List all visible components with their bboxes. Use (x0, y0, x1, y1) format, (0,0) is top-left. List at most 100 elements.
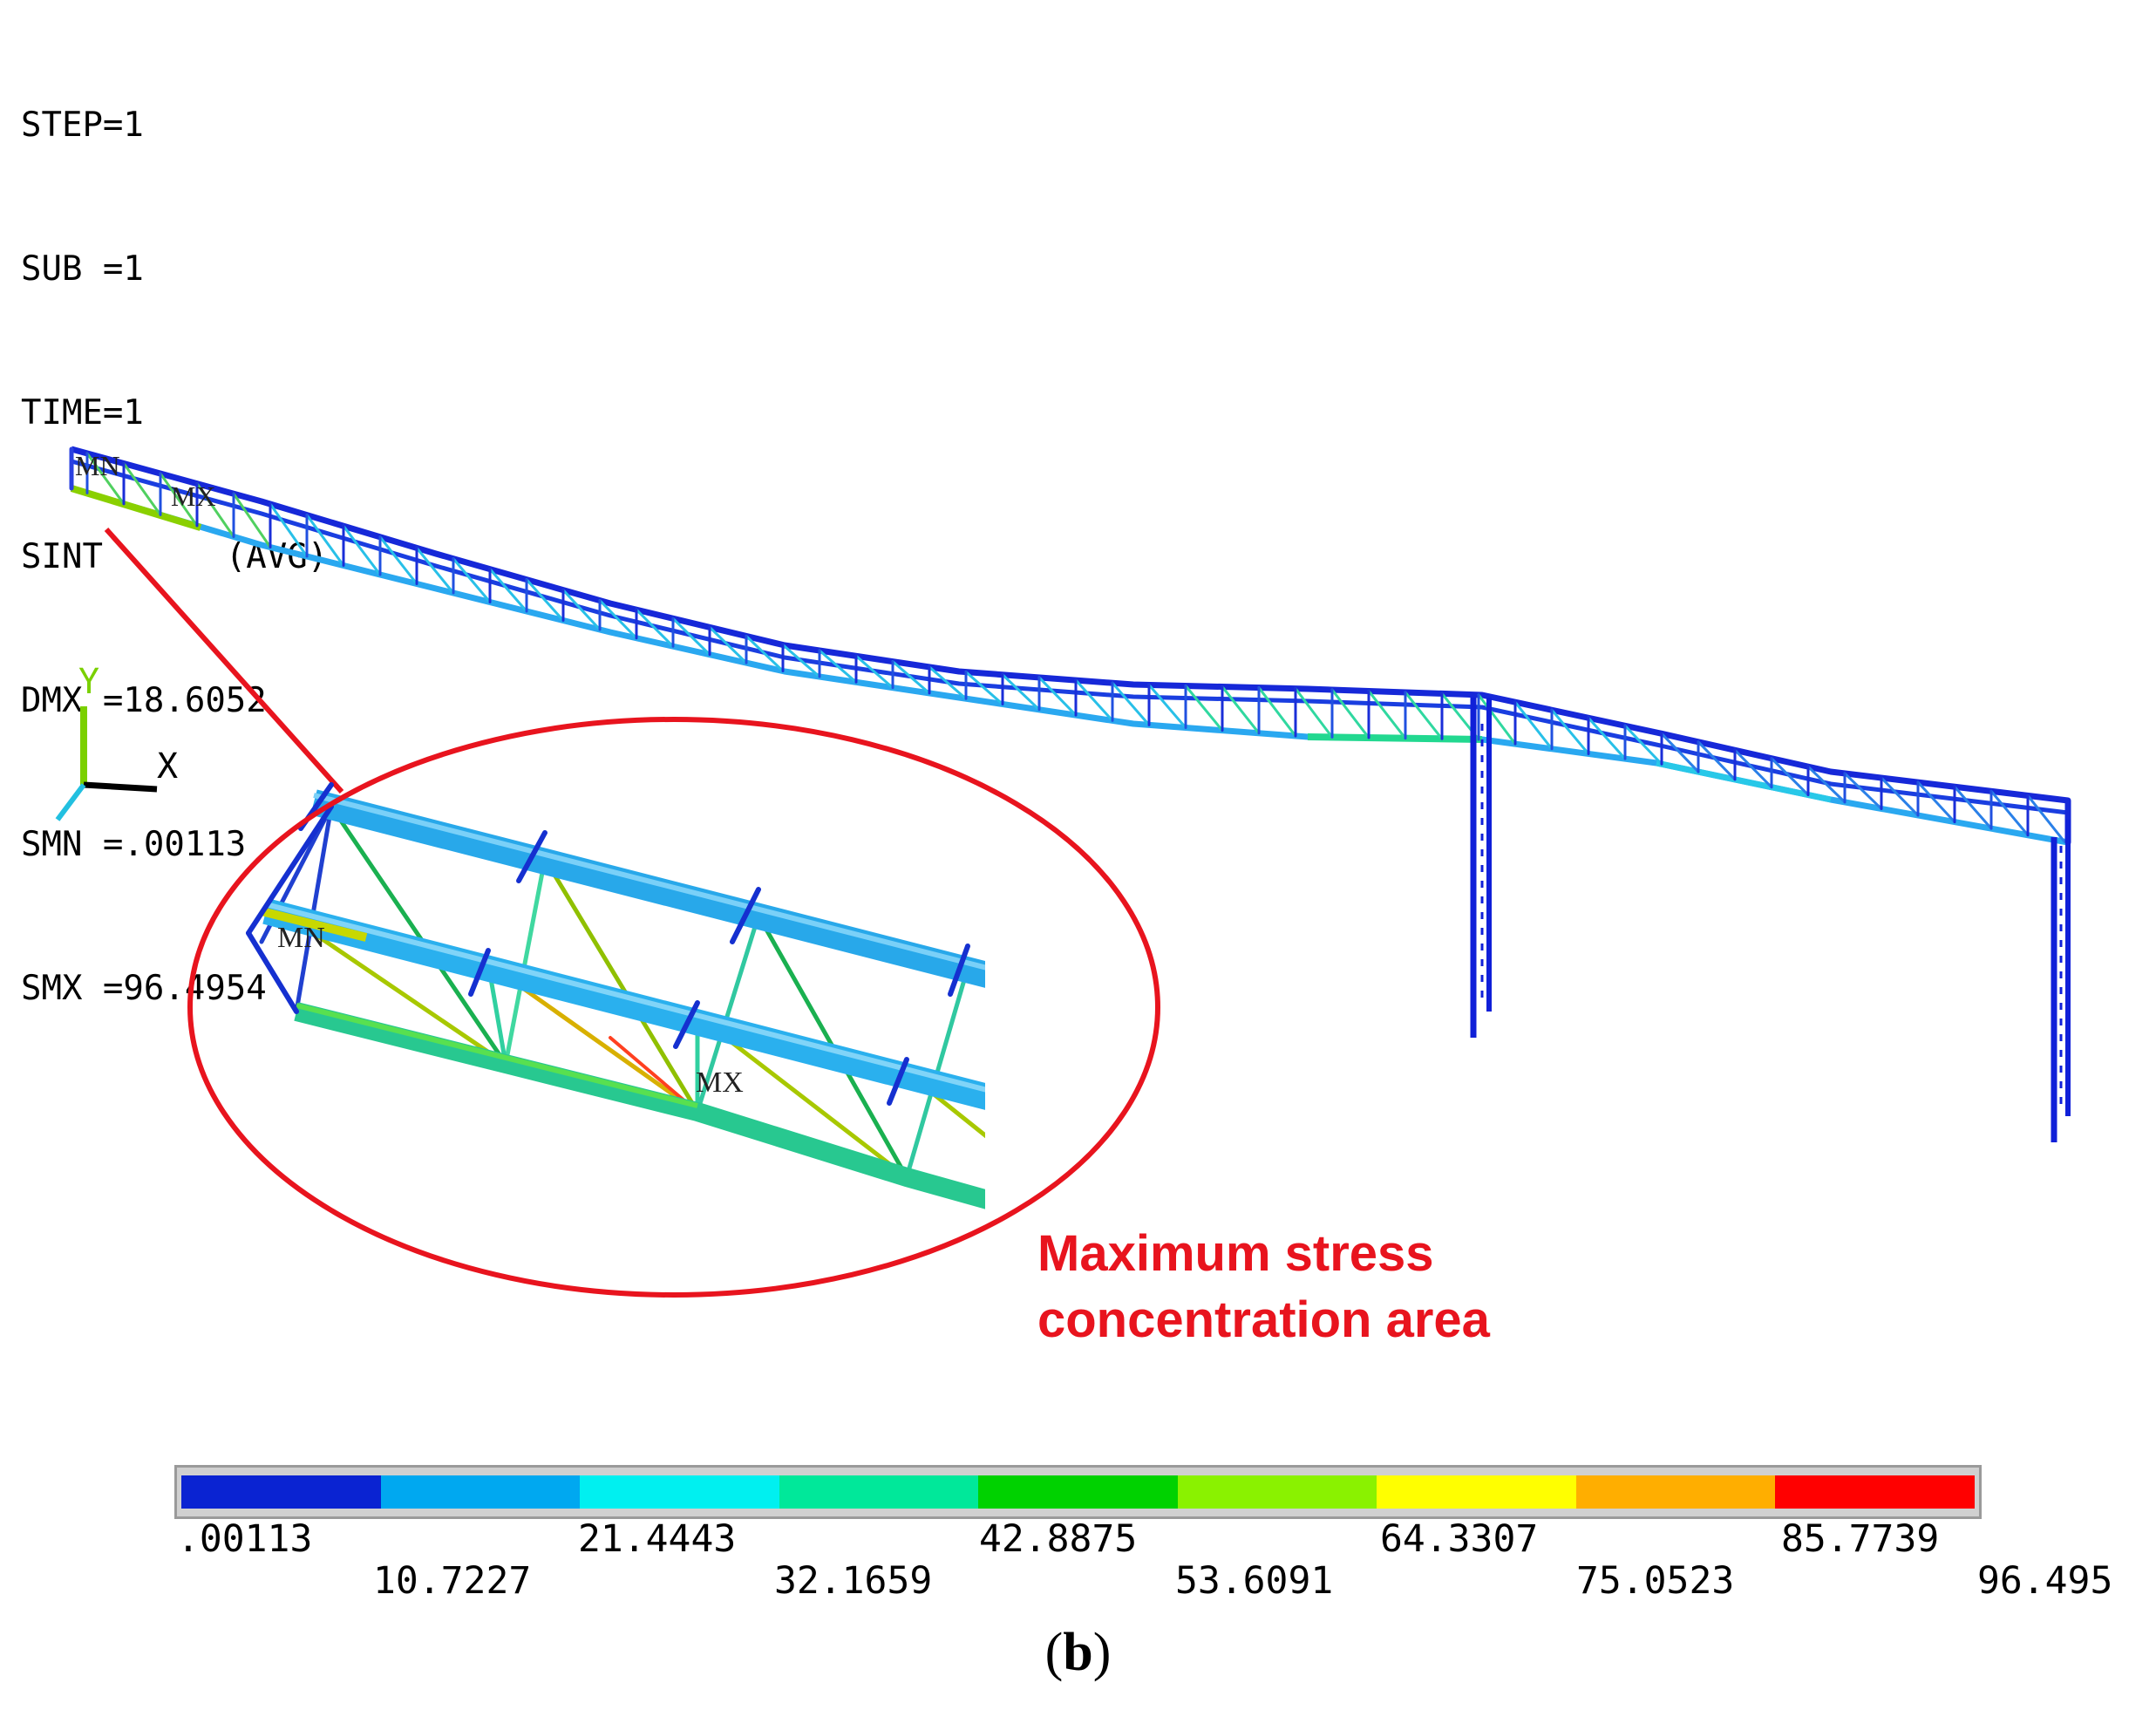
top-chord (71, 446, 2069, 804)
info-smx: SMX =96.4954 (21, 969, 267, 1008)
legend-top-label: 64.3307 (1380, 1517, 1539, 1561)
support-column-mid (1470, 698, 1492, 1038)
support-column-end (2051, 820, 2071, 1142)
zoom-mid-tube-yellow (260, 907, 368, 942)
truss-diagonal (1184, 685, 1224, 732)
legend-swatch-1 (380, 1475, 581, 1509)
zoom-diagonal (329, 804, 508, 1066)
truss-diagonal (1953, 785, 1993, 830)
zoom-diagonal (294, 804, 334, 1014)
min-marker-zoom: MN (277, 922, 325, 954)
zoom-node-post (468, 948, 491, 997)
truss-diagonal (1037, 676, 1078, 717)
legend-top-label: 85.7739 (1781, 1517, 1940, 1561)
bottom-chord-mid-stress (1307, 733, 1483, 743)
legend-swatch-4 (978, 1475, 1179, 1509)
truss-diagonal (1733, 748, 1773, 789)
figure-caption: (b) (0, 1622, 2156, 1684)
axis-y-label: Y (78, 662, 99, 702)
caption-close: ) (1092, 1623, 1112, 1682)
truss-diagonal (1697, 740, 1737, 781)
truss-diagonal (1221, 685, 1261, 735)
truss-diagonal (122, 462, 162, 516)
truss-diagonal (1147, 683, 1187, 729)
truss-diagonal (1001, 673, 1041, 712)
truss-diagonal (1623, 724, 1663, 766)
truss-diagonal (781, 644, 821, 678)
max-marker-main: MX (171, 480, 216, 512)
truss-diagonal (305, 514, 345, 567)
truss-diagonal (1513, 700, 1554, 751)
truss-diagonal (1770, 757, 1810, 797)
main-truss-structure (69, 446, 2071, 846)
truss-diagonal (415, 546, 455, 595)
truss-diagonal (928, 665, 968, 700)
legend-bottom-label: 32.1659 (774, 1559, 933, 1603)
truss-diagonal (854, 654, 894, 690)
legend-bottom-label: 10.7227 (373, 1559, 532, 1603)
caption-letter: b (1063, 1623, 1093, 1682)
truss-diagonal (1257, 686, 1297, 738)
truss-diagonal (232, 492, 272, 548)
zoom-node-post (887, 1057, 909, 1106)
truss-diagonal (525, 578, 565, 622)
min-marker-main: MN (75, 450, 120, 481)
zoom-node-post (673, 1000, 700, 1049)
legend-top-label: .00113 (177, 1517, 313, 1561)
legend-swatch-8 (1775, 1475, 1976, 1509)
zoom-bottom-tube (294, 1002, 985, 1209)
legend-swatch-0 (181, 1475, 382, 1509)
zoom-end-post (246, 804, 334, 936)
zoom-end-post (246, 930, 299, 1014)
truss-diagonal (598, 599, 638, 640)
inner-chord (71, 459, 2069, 815)
zoomed-truss-detail (246, 782, 985, 1209)
max-marker-zoom: MX (696, 1066, 744, 1099)
truss-diagonal (635, 608, 675, 648)
legend-swatch-5 (1177, 1475, 1377, 1509)
legend-top-label: 21.4443 (578, 1517, 737, 1561)
truss-diagonal (1989, 789, 2030, 837)
info-time: TIME=1 (21, 393, 144, 433)
axis-x-label: X (157, 746, 178, 787)
truss-diagonal (269, 502, 309, 558)
truss-diagonal (1806, 765, 1847, 804)
zoom-mid-tube-highlight (265, 902, 985, 1093)
truss-diagonal (1916, 780, 1956, 824)
truss-diagonal (1294, 687, 1334, 739)
truss-diagonal (1330, 688, 1370, 739)
info-smn: SMN =.00113 (21, 825, 247, 864)
zoom-bottom-tube-highlight (296, 1003, 698, 1108)
truss-diagonal (378, 535, 418, 585)
info-sub: SUB =1 (21, 249, 144, 289)
truss-diagonal (1074, 678, 1114, 722)
legend-swatch-6 (1377, 1475, 1577, 1509)
truss-diagonal (745, 634, 785, 673)
truss-diagonal (818, 649, 858, 684)
truss-diagonal (1550, 708, 1590, 755)
zoom-node-post (516, 830, 548, 883)
truss-diagonal (964, 671, 1004, 705)
truss-diagonal (2026, 794, 2066, 843)
truss-diagonal (1843, 772, 1883, 810)
truss-diagonal (452, 557, 492, 603)
legend-swatch-7 (1575, 1475, 1776, 1509)
legend-bottom-label: 96.495 (1977, 1559, 2113, 1603)
truss-diagonal (85, 452, 126, 506)
legend-top-label: 42.8875 (979, 1517, 1138, 1561)
zoom-mid-tube (262, 898, 985, 1110)
truss-diagonal (671, 617, 711, 657)
zoom-top-tube (310, 789, 985, 988)
info-step: STEP=1 (21, 106, 144, 145)
truss-diagonal (561, 589, 602, 631)
zoom-diagonal (285, 913, 508, 1066)
zoom-top-tube-highlight (313, 793, 985, 971)
legend-swatch-3 (779, 1475, 979, 1509)
annotation-label: Maximum stress concentration area (1037, 1221, 1490, 1353)
truss-diagonal (1367, 689, 1407, 740)
zoom-node-post (730, 887, 761, 944)
callout-leader-line (104, 527, 344, 794)
truss-diagonal (1660, 732, 1700, 773)
truss-diagonal (1111, 681, 1151, 726)
truss-diagonal (488, 568, 528, 613)
